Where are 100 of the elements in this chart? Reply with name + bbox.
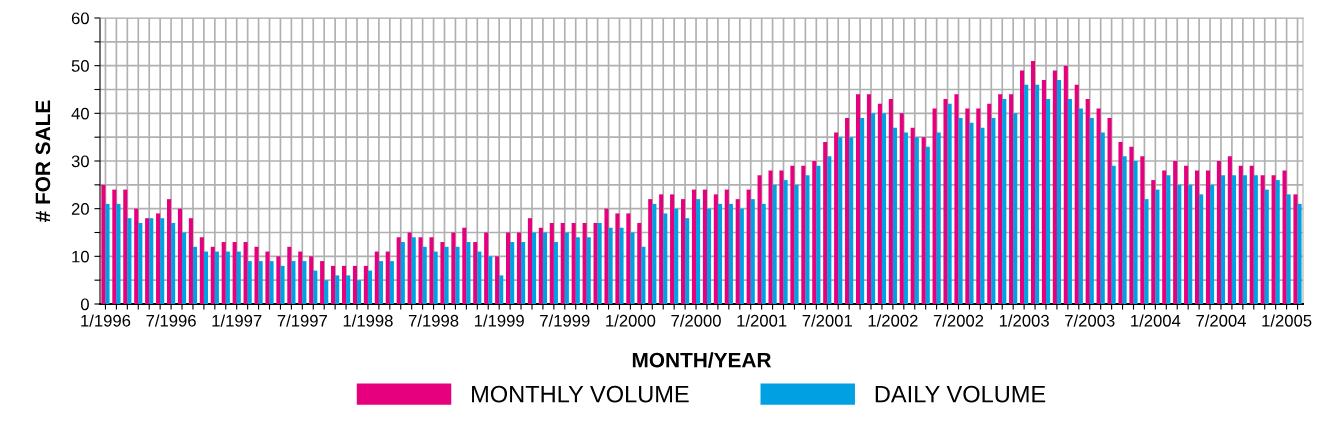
bar (1096, 108, 1101, 304)
bar (888, 99, 893, 304)
bar (772, 184, 777, 304)
bar (914, 137, 919, 304)
bar (407, 232, 412, 304)
bar (1100, 132, 1105, 304)
bar (936, 132, 941, 304)
bar (320, 261, 325, 304)
bar (768, 170, 773, 304)
bar (899, 113, 904, 304)
bar (1020, 70, 1025, 304)
bar (1260, 175, 1265, 304)
bar (265, 251, 270, 304)
bar (713, 194, 718, 304)
bar (954, 94, 959, 304)
bar (1220, 175, 1226, 304)
x-axis-title: MONTH/YEAR (632, 352, 772, 368)
bar (750, 199, 755, 304)
bar (531, 232, 537, 304)
bar (1035, 84, 1040, 304)
bar (473, 242, 478, 304)
bar (604, 208, 609, 304)
bar (521, 242, 526, 304)
bar (943, 99, 948, 304)
bar (1133, 161, 1138, 304)
bar (276, 256, 281, 304)
x-tick-label: 7/1999 (540, 314, 590, 327)
bar (805, 175, 810, 304)
bar (659, 194, 664, 304)
bar (232, 242, 237, 304)
bar (400, 242, 405, 304)
bar (145, 218, 150, 304)
y-tick-label: 40 (71, 107, 89, 120)
bar (378, 261, 383, 304)
bar (564, 232, 569, 304)
bar (549, 222, 554, 304)
bar (302, 261, 307, 304)
bar (367, 270, 373, 304)
bar (287, 246, 292, 304)
bar (335, 275, 340, 304)
bar (462, 227, 467, 304)
bar (706, 208, 712, 304)
y-tick-label: 50 (71, 60, 89, 72)
bar (586, 237, 591, 304)
bar (357, 280, 362, 304)
bar (801, 165, 806, 304)
bar (958, 118, 963, 304)
bar (160, 218, 165, 304)
bar (790, 165, 795, 304)
bar (834, 132, 839, 304)
bar (823, 141, 828, 304)
bar (652, 203, 657, 304)
bar (1205, 170, 1211, 304)
bar (1129, 146, 1134, 304)
bar (1089, 118, 1094, 304)
bar (127, 218, 132, 304)
bar (1271, 175, 1276, 304)
bar (947, 103, 952, 304)
bar (560, 222, 565, 304)
bar (134, 208, 139, 304)
bar (903, 132, 908, 304)
x-tick-label: 1/2002 (868, 314, 918, 327)
bar (149, 218, 154, 304)
legend-label: DAILY VOLUME (875, 385, 1046, 403)
bar (418, 237, 423, 304)
bar (735, 199, 740, 304)
bar (1118, 141, 1123, 304)
bar (182, 232, 187, 304)
bar (593, 222, 598, 304)
y-tick-label: 0 (80, 298, 89, 311)
bar (516, 232, 522, 304)
bar (123, 189, 128, 304)
bar (1199, 194, 1204, 304)
x-tick-label: 7/2004 (1196, 314, 1246, 327)
bar (1052, 70, 1057, 304)
bar (422, 246, 427, 304)
bar (1275, 180, 1280, 304)
bar (313, 270, 318, 304)
bar (871, 113, 876, 304)
bar (214, 251, 219, 304)
x-tick-label: 1/1997 (212, 314, 262, 327)
bar (648, 199, 653, 304)
bar (746, 189, 751, 304)
bar (1242, 175, 1247, 304)
x-tick-label: 7/1997 (277, 314, 327, 327)
x-tick-label: 7/2001 (802, 314, 852, 327)
bar (309, 256, 314, 304)
bar (702, 189, 707, 304)
bar (411, 237, 416, 304)
x-tick-label: 1/1998 (343, 314, 393, 327)
bar (1074, 84, 1079, 304)
bar (156, 213, 161, 304)
bar (346, 275, 351, 304)
bar (1293, 194, 1298, 304)
bar (845, 118, 850, 304)
bar (243, 242, 248, 304)
bar (203, 251, 208, 304)
bar (363, 265, 368, 304)
bar (626, 213, 631, 304)
bar (101, 184, 106, 304)
